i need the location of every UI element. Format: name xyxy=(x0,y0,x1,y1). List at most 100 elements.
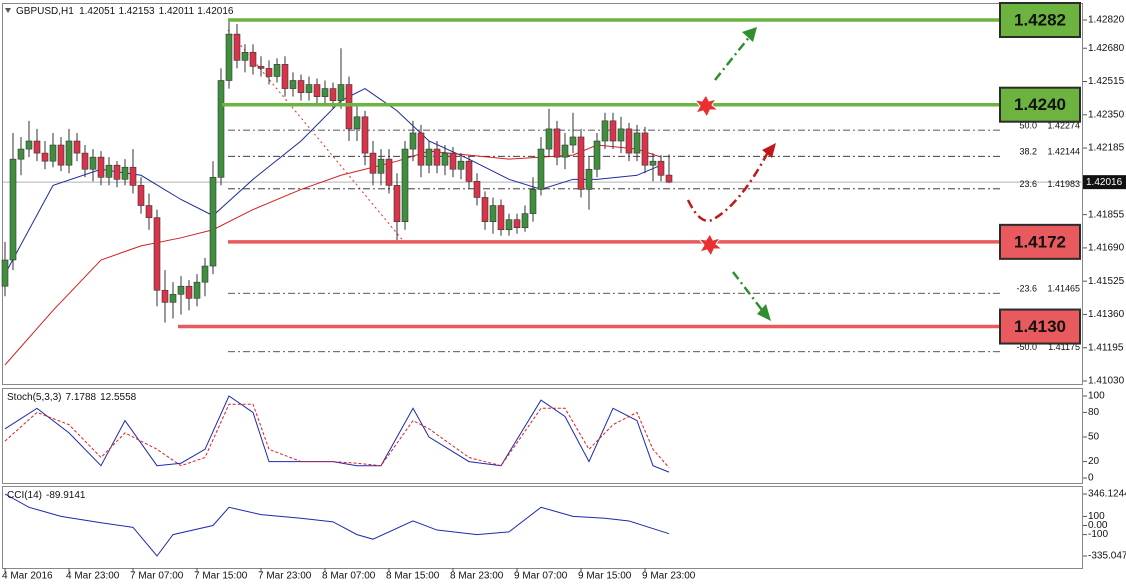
candle-body xyxy=(649,160,657,166)
y-tick-label: 0.00 xyxy=(1088,520,1108,531)
candle-body xyxy=(233,33,241,61)
fib-anchor-line xyxy=(227,29,406,244)
y-tick-label: 20 xyxy=(1088,456,1100,467)
y-tick-label: 346.1244 xyxy=(1088,489,1126,500)
y-tick-label: 1.41030 xyxy=(1088,376,1125,387)
arrowhead xyxy=(762,143,776,158)
candle-body xyxy=(161,289,169,303)
candle-body xyxy=(321,88,329,97)
candle-body xyxy=(593,140,601,170)
candle-body xyxy=(657,160,665,176)
candle-body xyxy=(633,132,641,154)
x-tick-label: 9 Mar 23:00 xyxy=(642,571,696,582)
candle-body xyxy=(201,265,209,283)
candle-body xyxy=(313,84,321,97)
candle-body xyxy=(409,132,417,150)
level-box xyxy=(999,2,1081,38)
candle-body xyxy=(569,136,577,146)
level-label: 1.4172 xyxy=(1014,232,1066,251)
candle-body xyxy=(561,144,569,158)
candle-body xyxy=(281,64,289,89)
candle-body xyxy=(113,164,121,180)
candle-body xyxy=(265,68,273,77)
candle-body xyxy=(145,205,153,218)
fib-price-label: 1.41175 xyxy=(1048,342,1080,352)
level-box xyxy=(999,223,1081,260)
candle-body xyxy=(489,205,497,222)
x-tick-label: 9 Mar 15:00 xyxy=(578,571,632,582)
high: 1.42153 xyxy=(118,6,155,17)
candle-body xyxy=(329,88,337,101)
y-tick-label: 80 xyxy=(1088,407,1100,418)
candle-body xyxy=(529,189,537,214)
arrowhead xyxy=(757,304,771,321)
candle-body xyxy=(17,148,25,160)
candle-body xyxy=(185,285,193,299)
candle-body xyxy=(505,219,513,231)
candle-body xyxy=(385,158,393,186)
candle-body xyxy=(353,116,361,130)
x-tick-label: 9 Mar 07:00 xyxy=(514,571,568,582)
candle-body xyxy=(25,140,33,150)
indicator-value: -89.9141 xyxy=(46,490,86,501)
candle-body xyxy=(225,33,233,81)
indicator-line xyxy=(4,403,670,469)
fib-level-label: -50.0 xyxy=(1016,342,1037,352)
candle-body xyxy=(1,259,9,287)
y-tick-label: 100 xyxy=(1088,511,1105,522)
candle-body xyxy=(9,158,17,261)
y-tick-label: 0 xyxy=(1088,473,1094,484)
candle-body xyxy=(121,166,129,180)
x-tick-label: 8 Mar 15:00 xyxy=(386,571,440,582)
candle-body xyxy=(585,168,593,190)
candle-body xyxy=(153,217,161,291)
candle-body xyxy=(537,148,545,190)
open: 1.42051 xyxy=(79,6,116,17)
y-tick-label: -100 xyxy=(1088,529,1108,540)
stoch-pane xyxy=(2,388,1083,484)
fib-level-label: 50.0 xyxy=(1019,120,1037,130)
main-pane xyxy=(2,3,1083,385)
indicator-line xyxy=(4,493,670,557)
low: 1.42011 xyxy=(159,6,195,17)
chart-header: GBPUSD,H1 1.42051 1.42153 1.42011 1.42016 xyxy=(16,6,234,17)
candle-body xyxy=(465,160,473,182)
candle-body xyxy=(425,148,433,166)
candle-body xyxy=(65,140,73,166)
candle-body xyxy=(57,144,65,166)
candle-body xyxy=(625,128,633,154)
candle-body xyxy=(217,80,225,178)
candle-body xyxy=(33,140,41,154)
candle-body xyxy=(177,285,185,295)
candle-body xyxy=(361,116,369,154)
x-tick-label: 8 Mar 23:00 xyxy=(450,571,504,582)
indicator-line xyxy=(4,87,662,275)
x-tick-label: 4 Mar 2016 xyxy=(2,571,53,582)
candle-body xyxy=(601,120,609,142)
x-tick-label: 8 Mar 07:00 xyxy=(322,571,376,582)
candle-body xyxy=(545,128,553,150)
level-label: 1.4282 xyxy=(1014,10,1066,29)
candle-body xyxy=(257,66,265,69)
fib-price-label: 1.41983 xyxy=(1047,179,1080,189)
candle-body xyxy=(241,51,249,61)
candle-body xyxy=(449,152,457,170)
y-tick-label: 1.41525 xyxy=(1088,276,1125,287)
fib-level-label: -23.6 xyxy=(1016,284,1037,294)
candle-body xyxy=(249,51,257,67)
candle-body xyxy=(137,185,145,206)
y-tick-label: 1.42350 xyxy=(1088,109,1125,120)
indicator-name: CCI(14) xyxy=(7,490,42,501)
cci-title: CCI(14) -89.9141 xyxy=(7,490,86,501)
arrows xyxy=(686,35,770,311)
y-tick-label: 100 xyxy=(1088,391,1105,402)
candle-body xyxy=(81,152,89,170)
candle-body xyxy=(393,185,401,222)
candle-body xyxy=(273,64,281,77)
y-tick-label: 1.41195 xyxy=(1088,342,1124,353)
candle-body xyxy=(169,293,177,303)
y-tick-label: 1.42515 xyxy=(1088,76,1125,87)
